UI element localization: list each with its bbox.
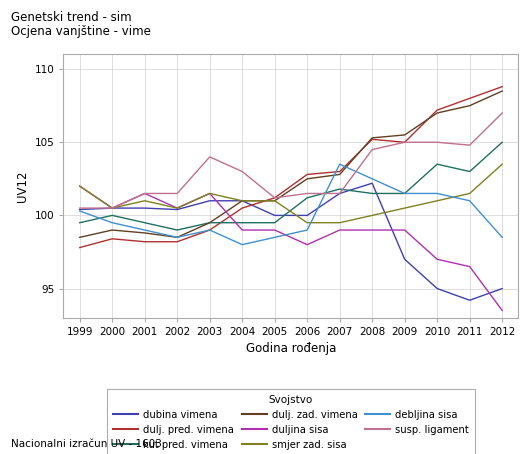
Y-axis label: UV12: UV12: [16, 170, 29, 202]
X-axis label: Godina rođenja: Godina rođenja: [246, 342, 336, 355]
Text: Ocjena vanjštine - vime: Ocjena vanjštine - vime: [11, 25, 150, 38]
Text: Nacionalni izračun UV - 1603: Nacionalni izračun UV - 1603: [11, 439, 161, 449]
Legend: dubina vimena, dulj. pred. vimena, kut pred. vimena, dulj. zad. vimena, duljina : dubina vimena, dulj. pred. vimena, kut p…: [107, 389, 475, 454]
Text: Genetski trend - sim: Genetski trend - sim: [11, 11, 131, 25]
